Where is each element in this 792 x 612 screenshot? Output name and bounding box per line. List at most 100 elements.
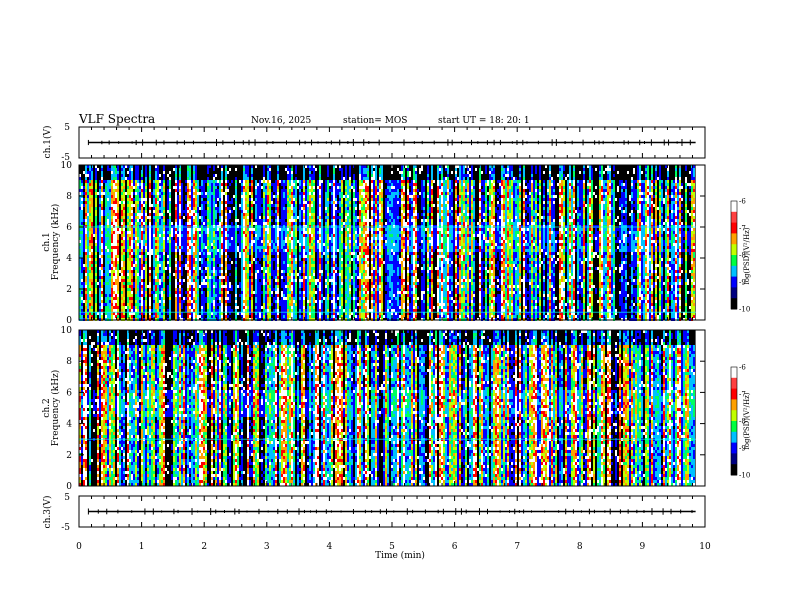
spectrogram-cell [113, 228, 115, 231]
spectrogram-cell [83, 264, 85, 267]
spectrogram-cell [135, 291, 137, 294]
spectrogram-cell [155, 174, 157, 177]
spectrogram-cell [117, 240, 119, 243]
spectrogram-cell [113, 183, 115, 186]
spectrogram-cell [97, 282, 99, 285]
spectrogram-cell [149, 168, 151, 171]
spectrogram-cell [115, 309, 117, 312]
spectrogram-cell [91, 258, 93, 261]
spectrogram-cell [101, 258, 103, 261]
spectrogram-cell [89, 216, 91, 219]
spectrogram-cell [139, 198, 141, 201]
spectrogram-cell [91, 264, 93, 267]
spectrogram-cell [87, 216, 89, 219]
spectrogram-cell [107, 303, 109, 306]
spectrogram-cell [133, 249, 135, 252]
spectrogram-cell [119, 201, 121, 204]
spectrogram-cell [121, 288, 123, 291]
spectrogram-cell [85, 240, 87, 243]
spectrogram-cell [95, 237, 97, 240]
spectrogram-cell [165, 231, 167, 234]
spectrogram-cell [105, 228, 107, 231]
spectrogram-cell [121, 243, 123, 246]
spectrogram-cell [95, 297, 97, 300]
spectrogram-cell [135, 255, 137, 258]
spectrogram-cell [141, 261, 143, 264]
spectrogram-cell [101, 207, 103, 210]
spectrogram-cell [111, 264, 113, 267]
spectrogram-cell [101, 246, 103, 249]
spectrogram-cell [141, 294, 143, 297]
spectrogram-cell [169, 198, 171, 201]
spectrogram-cell [129, 171, 131, 174]
spectrogram-cell [111, 216, 113, 219]
spectrogram-cell [97, 246, 99, 249]
spectrogram-cell [89, 219, 91, 222]
spectrogram-cell [127, 240, 129, 243]
spectrogram-cell [113, 255, 115, 258]
spectrogram-cell [131, 240, 133, 243]
spectrogram-cell [157, 255, 159, 258]
spectrogram-cell [141, 228, 143, 231]
spectrogram-cell [113, 219, 115, 222]
spectrogram-cell [131, 252, 133, 255]
spectrogram-cell [89, 309, 91, 312]
spectrogram-cell [157, 222, 159, 225]
spectrogram-cell [115, 183, 117, 186]
spectrogram-cell [153, 255, 155, 258]
spectrogram-cell [113, 243, 115, 246]
spectrogram-cell [143, 288, 145, 291]
spectrogram-cell [159, 309, 161, 312]
spectrogram-cell [145, 285, 147, 288]
spectrogram-cell [131, 306, 133, 309]
spectrogram-cell [153, 198, 155, 201]
spectrogram-cell [127, 279, 129, 282]
spectrogram-cell [167, 258, 169, 261]
spectrogram-cell [87, 270, 89, 273]
spectrogram-cell [105, 192, 107, 195]
spectrogram-cell [83, 228, 85, 231]
spectrogram-cell [117, 216, 119, 219]
spectrogram-cell [149, 306, 151, 309]
spectrogram-cell [89, 237, 91, 240]
spectrogram-cell [139, 306, 141, 309]
spectrogram-cell [105, 198, 107, 201]
spectrogram-cell [113, 216, 115, 219]
spectrogram-cell [101, 315, 103, 318]
spectrogram-cell [159, 258, 161, 261]
spectrogram-cell [121, 204, 123, 207]
spectrogram-cell [95, 282, 97, 285]
spectrogram-cell [133, 234, 135, 237]
spectrogram-cell [125, 177, 127, 180]
spectrogram-cell [155, 255, 157, 258]
spectrogram-cell [109, 240, 111, 243]
spectrogram-cell [157, 174, 159, 177]
spectrogram-cell [115, 276, 117, 279]
spectrogram-cell [117, 222, 119, 225]
spectrogram-cell [129, 270, 131, 273]
spectrogram-cell [167, 219, 169, 222]
spectrogram-cell [147, 216, 149, 219]
spectrogram-cell [149, 183, 151, 186]
spectrogram-cell [163, 300, 165, 303]
spectrogram-cell [109, 279, 111, 282]
spectrogram-cell [163, 288, 165, 291]
spectrogram-cell [99, 234, 101, 237]
spectrogram-cell [107, 240, 109, 243]
spectrogram-cell [129, 204, 131, 207]
spectrogram-cell [109, 183, 111, 186]
spectrogram-cell [163, 306, 165, 309]
spectrogram-cell [113, 249, 115, 252]
spectrogram-cell [137, 168, 139, 171]
spectrogram-cell [97, 237, 99, 240]
spectrogram-cell [127, 231, 129, 234]
spectrogram-cell [85, 237, 87, 240]
spectrogram-cell [143, 303, 145, 306]
spectrogram-cell [127, 192, 129, 195]
spectrogram-cell [145, 213, 147, 216]
spectrogram-cell [117, 297, 119, 300]
spectrogram-cell [137, 294, 139, 297]
spectrogram-cell [141, 258, 143, 261]
spectrogram-cell [141, 291, 143, 294]
spectrogram-cell [129, 246, 131, 249]
